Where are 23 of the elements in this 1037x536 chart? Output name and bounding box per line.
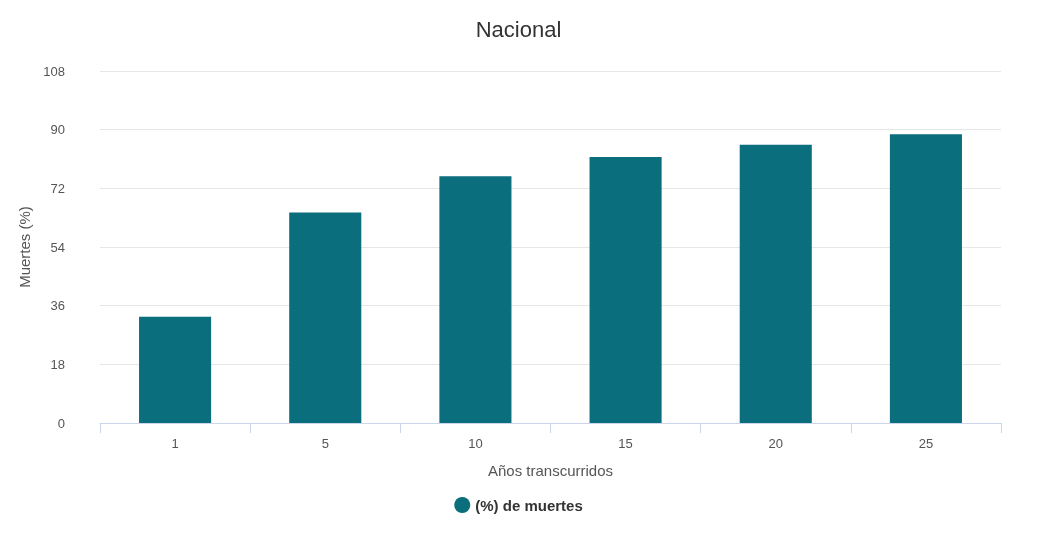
- bar: [439, 176, 512, 423]
- y-tick-label: 18: [50, 356, 65, 372]
- bar: [289, 212, 362, 423]
- bar: [139, 316, 212, 423]
- y-tick-label: 36: [50, 298, 65, 314]
- y-tick-label: 0: [57, 415, 65, 431]
- x-tick-label: 10: [468, 436, 483, 451]
- y-tick-label: 90: [50, 122, 65, 138]
- chart-title: Nacional: [475, 16, 562, 42]
- y-tick-label: 54: [50, 239, 65, 255]
- x-tick-label: 25: [918, 436, 934, 451]
- x-axis-title: Años transcurridos: [487, 462, 614, 479]
- bar: [739, 144, 812, 423]
- y-axis-title: Muertes (%): [16, 206, 34, 288]
- x-tick-label: 1: [171, 436, 179, 451]
- y-tick-label: 72: [50, 180, 65, 196]
- x-tick-label: 20: [768, 436, 783, 451]
- bar: [589, 157, 662, 423]
- x-tick-label: 15: [618, 436, 633, 451]
- y-tick-label: 108: [43, 63, 65, 79]
- x-tick-label: 5: [321, 436, 329, 451]
- legend-label: (%) de muertes: [475, 496, 583, 514]
- bar: [889, 134, 962, 423]
